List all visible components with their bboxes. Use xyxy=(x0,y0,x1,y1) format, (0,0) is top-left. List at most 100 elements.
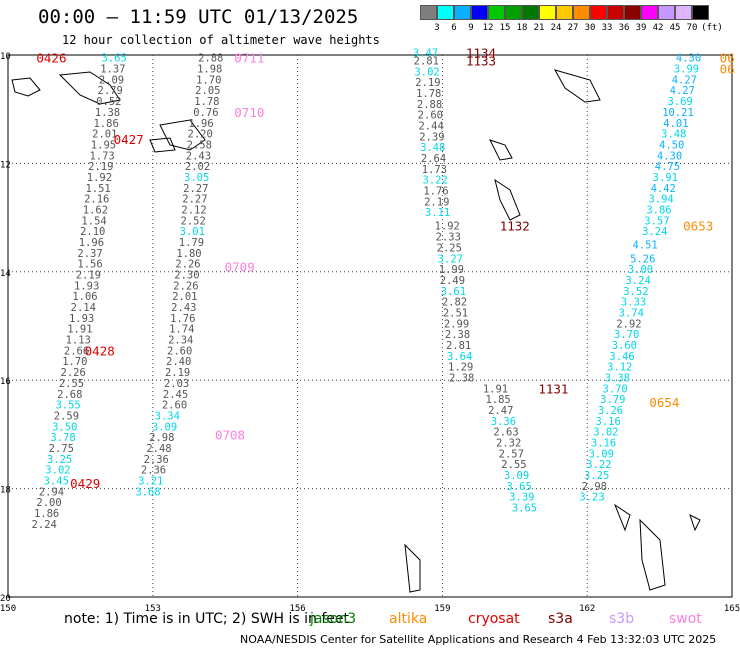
legend-tick: 27 xyxy=(567,23,579,33)
wave-height-value: 2.43 xyxy=(186,150,211,162)
y-tick-label: 18 xyxy=(0,486,11,496)
wave-height-value: 2.05 xyxy=(195,85,220,97)
wave-height-value: 2.03 xyxy=(164,378,189,390)
wave-height-value: 2.38 xyxy=(449,372,474,384)
wave-height-value: 2.24 xyxy=(32,519,57,531)
island-outline xyxy=(639,518,666,591)
wave-height-value: 3.38 xyxy=(605,372,630,384)
wave-height-value: 2.55 xyxy=(59,378,84,390)
wave-height-value: 2.19 xyxy=(88,161,113,173)
wave-height-value: 1.86 xyxy=(93,118,118,130)
wave-height-value: 3.52 xyxy=(623,286,648,298)
wave-height-value: 2.16 xyxy=(84,194,109,206)
wave-height-value: 2.10 xyxy=(80,226,105,238)
legend-swatch xyxy=(556,5,573,20)
wave-height-value: 1.91 xyxy=(67,324,92,336)
wave-height-value: 3.39 xyxy=(509,492,534,504)
wave-height-value: 2.60 xyxy=(167,345,192,357)
wave-height-value: 2.02 xyxy=(185,161,210,173)
wave-height-value: 2.30 xyxy=(174,270,199,282)
wave-height-value: 4.30 xyxy=(676,53,701,65)
wave-height-value: 3.26 xyxy=(598,405,623,417)
wave-height-value: 1.56 xyxy=(77,259,102,271)
wave-height-value: 3.16 xyxy=(596,416,621,428)
wave-height-value: 0.76 xyxy=(193,107,218,119)
wave-height-value: 1.99 xyxy=(439,264,464,276)
legend-tick: 15 xyxy=(499,23,511,33)
wave-height-value: 2.27 xyxy=(183,183,208,195)
wave-height-value: 3.33 xyxy=(621,297,646,309)
legend-swatch xyxy=(454,5,471,20)
wave-height-value: 2.39 xyxy=(419,131,444,143)
y-tick-label: 16 xyxy=(0,377,11,387)
wave-height-value: 2.51 xyxy=(443,307,468,319)
wave-height-value: 2.19 xyxy=(424,196,449,208)
wave-height-value: 3.48 xyxy=(661,129,686,141)
wave-height-value: 3.61 xyxy=(441,286,466,298)
satellite-jason3: jason3 xyxy=(310,611,357,627)
wave-height-value: 2.14 xyxy=(71,302,96,314)
wave-height-value: 2.01 xyxy=(172,291,197,303)
wave-height-value: 3.45 xyxy=(44,475,69,487)
wave-height-value: 2.44 xyxy=(418,120,443,132)
wave-height-value: 3.55 xyxy=(55,400,80,412)
wave-height-value: 3.16 xyxy=(591,438,616,450)
wave-height-value: 1.51 xyxy=(85,183,110,195)
x-tick-label: 165 xyxy=(724,604,740,614)
wave-height-value: 3.27 xyxy=(438,253,463,265)
island-outline xyxy=(159,119,206,151)
wave-height-value: 1.78 xyxy=(194,96,219,108)
wave-height-value: 3.02 xyxy=(414,66,439,78)
x-tick-label: 162 xyxy=(579,604,595,614)
pass-label: 0709 xyxy=(225,259,255,274)
wave-height-value: 3.47 xyxy=(413,47,438,59)
legend-tick: 33 xyxy=(601,23,613,33)
wave-height-value: 3.24 xyxy=(642,226,667,238)
pass-label: 0654 xyxy=(649,395,679,410)
wave-height-value: 4.27 xyxy=(670,85,695,97)
legend-swatch xyxy=(624,5,641,20)
wave-height-value: 3.36 xyxy=(491,416,516,428)
wave-height-value: 3.22 xyxy=(586,459,611,471)
wave-height-value: 4.50 xyxy=(659,139,684,151)
legend-swatch xyxy=(471,5,488,20)
wave-height-value: 2.26 xyxy=(173,280,198,292)
legend-swatch xyxy=(505,5,522,20)
island-outline xyxy=(404,543,421,593)
wave-height-value: 3.02 xyxy=(593,427,618,439)
wave-height-value: 2.45 xyxy=(163,389,188,401)
wave-height-value: 4.75 xyxy=(655,161,680,173)
wave-height-value: 4.01 xyxy=(663,118,688,130)
pass-label: 0428 xyxy=(85,343,115,358)
legend-swatch xyxy=(420,5,437,20)
wave-height-value: 2.88 xyxy=(417,99,442,111)
y-tick-label: 14 xyxy=(0,269,11,279)
y-tick-label: 10 xyxy=(0,52,11,62)
satellite-altika: altika xyxy=(389,611,428,627)
wave-height-value: 3.00 xyxy=(628,264,653,276)
wave-height-value: 1.29 xyxy=(448,362,473,374)
wave-height-value: 3.70 xyxy=(614,329,639,341)
wave-height-value: 1.98 xyxy=(197,64,222,76)
wave-height-value: 1.92 xyxy=(435,221,460,233)
wave-height-value: 4.51 xyxy=(632,240,657,252)
wave-height-value: 1.62 xyxy=(83,204,108,216)
island-outline xyxy=(58,71,121,105)
wave-height-value: 3.64 xyxy=(447,351,472,363)
y-tick-label: 12 xyxy=(0,160,11,170)
wave-height-value: 3.12 xyxy=(607,362,632,374)
wave-height-value: 1.85 xyxy=(485,394,510,406)
wave-height-value: 1.96 xyxy=(188,118,213,130)
map-frame xyxy=(7,54,733,598)
x-tick-label: 159 xyxy=(434,604,450,614)
wave-height-value: 2.36 xyxy=(141,465,166,477)
legend-tick: 18 xyxy=(516,23,528,33)
wave-height-value: 3.57 xyxy=(644,215,669,227)
wave-height-value: 2.26 xyxy=(61,367,86,379)
wave-height-value: 2.19 xyxy=(165,367,190,379)
wave-height-value: 2.34 xyxy=(168,335,193,347)
credit-line: NOAA/NESDIS Center for Satellite Applica… xyxy=(240,633,717,646)
wave-height-value: 3.79 xyxy=(600,394,625,406)
pass-label: 0653 xyxy=(683,219,713,234)
wave-height-value: 0.52 xyxy=(96,96,121,108)
